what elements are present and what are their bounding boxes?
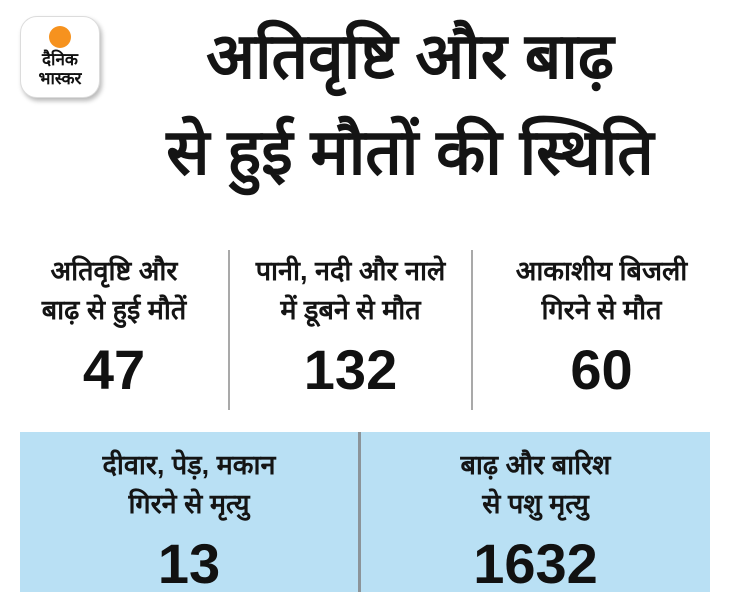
stat-label: पानी, नदी और नाले में डूबने से मौत	[230, 252, 471, 330]
stat-label-line1: दीवार, पेड़, मकान	[102, 450, 276, 480]
stat-label-line1: अतिवृष्टि और	[50, 256, 178, 286]
stat-collapse-deaths: दीवार, पेड़, मकान गिरने से मृत्यु 13	[20, 432, 358, 592]
logo-text-line1: दैनिक	[42, 50, 78, 70]
page-title-line2: से हुई मौतों की स्थिति	[166, 116, 654, 188]
stat-label-line1: बाढ़ और बारिश	[460, 450, 611, 480]
bottom-stats-panel: दीवार, पेड़, मकान गिरने से मृत्यु 13 बाढ…	[20, 432, 710, 592]
stat-value: 60	[570, 338, 633, 402]
stat-label-line2: गिरने से मृत्यु	[128, 489, 250, 520]
stat-label-line2: में डूबने से मौत	[280, 295, 421, 326]
masthead: दैनिक भास्कर अतिवृष्टि और बाढ़ से हुई मौ…	[0, 0, 730, 230]
stat-label-line1: पानी, नदी और नाले	[255, 256, 446, 286]
stat-label-line2: गिरने से मौत	[541, 295, 662, 326]
stat-label: अतिवृष्टि और बाढ़ से हुई मौतें	[0, 252, 228, 330]
stat-label-line2: से पशु मृत्यु	[482, 489, 589, 520]
dainik-bhaskar-logo: दैनिक भास्कर	[20, 16, 100, 98]
stat-label: बाढ़ और बारिश से पशु मृत्यु	[361, 446, 710, 524]
stat-value: 13	[157, 532, 221, 596]
stat-rain-flood-deaths: अतिवृष्टि और बाढ़ से हुई मौतें 47	[0, 250, 228, 410]
stat-animal-deaths: बाढ़ और बारिश से पशु मृत्यु 1632	[358, 432, 710, 592]
logo-sun-icon	[49, 26, 71, 49]
top-stats-row: अतिवृष्टि और बाढ़ से हुई मौतें 47 पानी, …	[0, 250, 730, 410]
stat-drowning-deaths: पानी, नदी और नाले में डूबने से मौत 132	[228, 250, 471, 410]
stat-lightning-deaths: आकाशीय बिजली गिरने से मौत 60	[471, 250, 730, 410]
page-title: अतिवृष्टि और बाढ़ से हुई मौतों की स्थिति	[100, 8, 720, 200]
stat-value: 1632	[473, 532, 598, 596]
stat-value: 47	[82, 338, 146, 402]
stat-label: आकाशीय बिजली गिरने से मौत	[473, 252, 730, 330]
stat-value: 132	[303, 338, 398, 402]
stat-label-line2: बाढ़ से हुई मौतें	[41, 295, 187, 326]
stat-label-line1: आकाशीय बिजली	[515, 256, 688, 286]
stat-label: दीवार, पेड़, मकान गिरने से मृत्यु	[20, 446, 358, 524]
logo-text-line2: भास्कर	[38, 68, 82, 88]
page-title-line1: अतिवृष्टि और बाढ़	[206, 20, 614, 92]
